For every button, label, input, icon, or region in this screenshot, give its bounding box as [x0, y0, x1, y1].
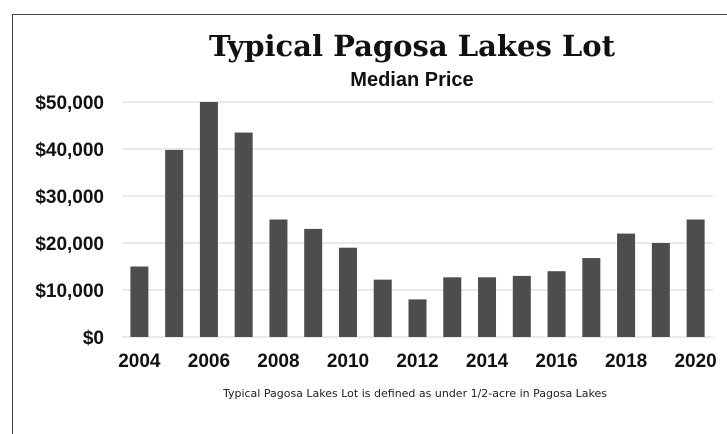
x-tick-label: 2020 [674, 351, 716, 372]
y-tick-label: $20,000 [35, 234, 104, 255]
bar-2015 [512, 275, 531, 337]
bar-2017 [582, 258, 601, 337]
bar-2014 [478, 277, 497, 337]
bar-2020 [686, 219, 705, 337]
chart-title: Typical Pagosa Lakes Lot [209, 29, 616, 63]
bar-2018 [617, 233, 636, 337]
x-tick-label: 2014 [466, 351, 509, 372]
bars [130, 102, 705, 337]
x-tick-label: 2006 [188, 351, 230, 372]
bar-2011 [373, 279, 392, 337]
y-tick-label: $0 [83, 328, 104, 349]
y-tick-label: $10,000 [35, 281, 104, 302]
bar-2005 [165, 149, 184, 337]
bar-2016 [547, 271, 566, 337]
bar-chart: Typical Pagosa Lakes Lot Median Price $0… [35, 29, 717, 400]
y-axis-ticks: $0 $10,000 $20,000 $30,000 $40,000 $50,000 [35, 93, 104, 349]
y-tick-label: $50,000 [35, 93, 104, 114]
chart-frame [12, 14, 727, 434]
bar-2010 [338, 247, 357, 337]
y-tick-label: $30,000 [35, 187, 104, 208]
x-axis-ticks: 2004 2006 2008 2010 2012 2014 2016 2018 2020 [118, 351, 717, 372]
bar-2009 [304, 228, 323, 337]
y-tick-label: $40,000 [35, 140, 104, 161]
x-tick-label: 2004 [118, 351, 161, 372]
x-tick-label: 2010 [327, 351, 369, 372]
x-tick-label: 2012 [396, 351, 438, 372]
bar-2012 [408, 299, 427, 337]
bar-2007 [234, 132, 253, 337]
x-tick-label: 2018 [605, 351, 647, 372]
chart-footnote: Typical Pagosa Lakes Lot is defined as u… [222, 387, 607, 400]
bar-2013 [443, 277, 462, 337]
bar-2019 [651, 243, 670, 337]
x-tick-label: 2008 [257, 351, 299, 372]
x-tick-label: 2016 [535, 351, 577, 372]
chart-subtitle: Median Price [350, 69, 473, 91]
bar-2004 [130, 266, 149, 337]
bar-2008 [269, 219, 288, 337]
bar-2006 [199, 102, 218, 337]
